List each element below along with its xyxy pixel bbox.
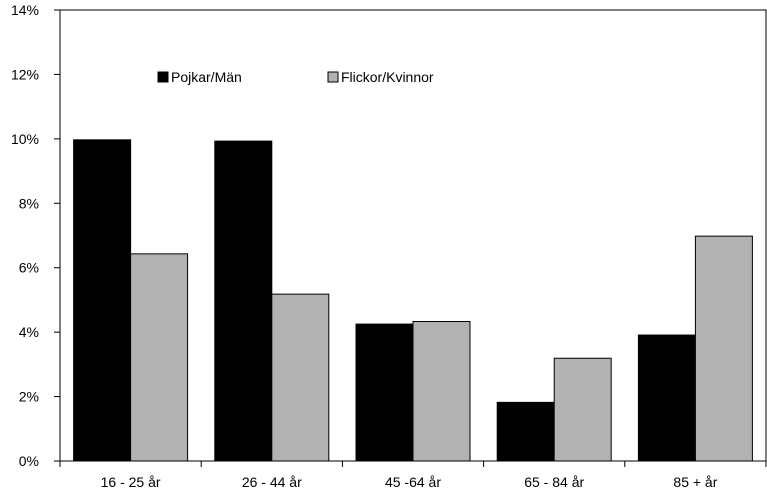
x-tick-label: 16 - 25 år <box>101 474 161 490</box>
y-tick-label: 8% <box>19 195 39 211</box>
x-tick-label: 65 - 84 år <box>524 474 584 490</box>
y-tick-label: 2% <box>19 389 39 405</box>
bar-pojkar-man <box>214 140 273 462</box>
bars <box>73 139 753 462</box>
legend-swatch <box>157 71 169 83</box>
x-tick-labels: 16 - 25 år 26 - 44 år 45 -64 år 65 - 84 år 8… <box>101 474 718 490</box>
y-tick-label: 14% <box>11 2 39 18</box>
y-axis: 0% 2% 4% 6% 8% 10% 12% 14% <box>11 2 60 469</box>
x-tick-label: 85 + år <box>673 474 717 490</box>
bar-pojkar-man <box>73 139 132 462</box>
legend-swatch <box>327 71 339 83</box>
bar-flickor-kvinnor <box>412 321 471 462</box>
x-axis <box>59 461 767 467</box>
y-tick-label: 6% <box>19 260 39 276</box>
y-tick-label: 4% <box>19 324 39 340</box>
x-tick-label: 26 - 44 år <box>242 474 302 490</box>
legend-label: Flickor/Kvinnor <box>341 69 434 85</box>
legend-label: Pojkar/Män <box>171 69 242 85</box>
x-tick-label: 45 -64 år <box>385 474 441 490</box>
y-tick-label: 0% <box>19 453 39 469</box>
bar-flickor-kvinnor <box>553 357 612 462</box>
bar-pojkar-man <box>496 401 555 462</box>
bar-flickor-kvinnor <box>694 235 753 462</box>
y-tick-label: 12% <box>11 66 39 82</box>
legend: Pojkar/Män Flickor/Kvinnor <box>157 69 434 85</box>
bar-pojkar-man <box>355 323 414 462</box>
bar-pojkar-man <box>637 334 696 462</box>
bar-flickor-kvinnor <box>271 293 330 462</box>
y-tick-label: 10% <box>11 131 39 147</box>
bar-flickor-kvinnor <box>130 253 189 462</box>
